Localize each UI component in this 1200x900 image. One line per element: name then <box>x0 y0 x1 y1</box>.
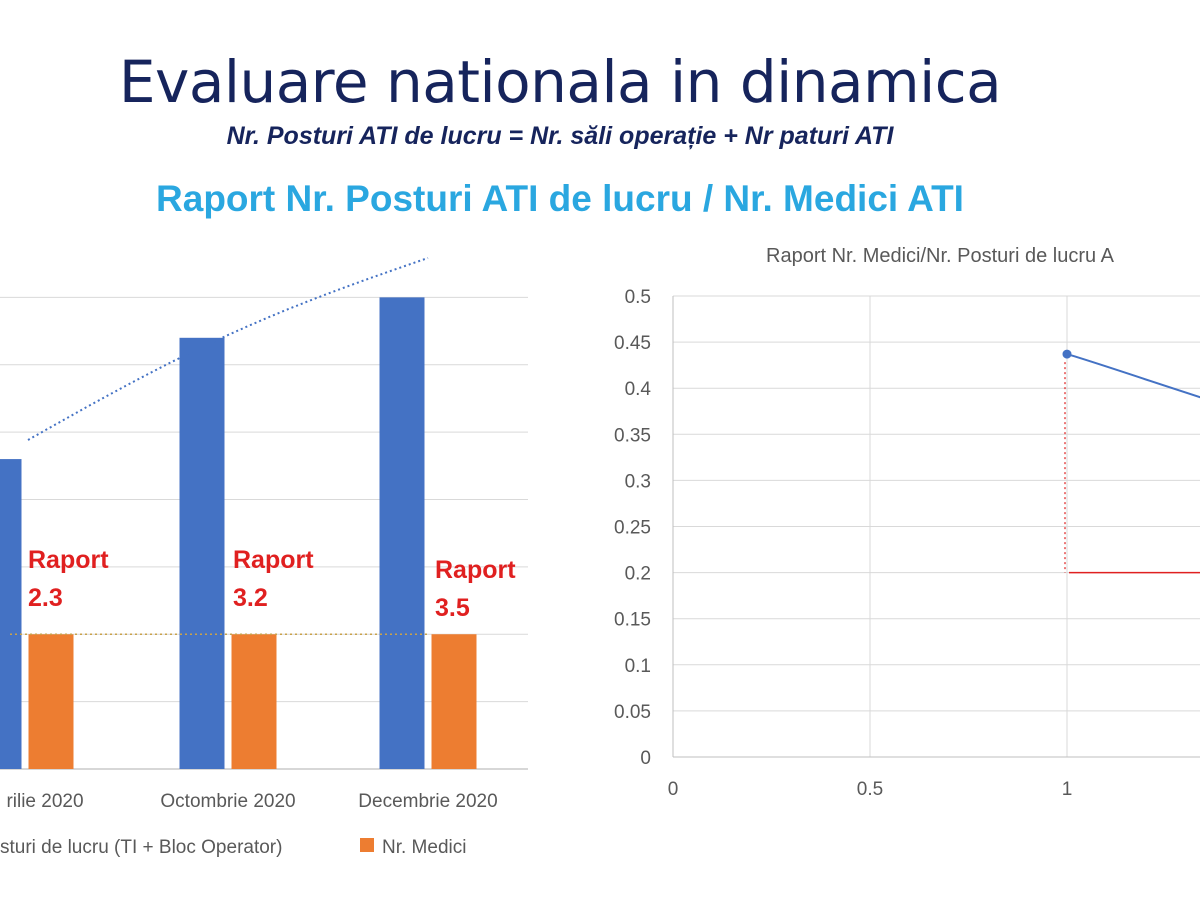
y-tick-label: 0.25 <box>614 518 651 539</box>
data-point <box>1062 349 1072 359</box>
y-tick-label: 0.3 <box>625 471 651 492</box>
slide-heading: Raport Nr. Posturi ATI de lucru / Nr. Me… <box>156 178 964 219</box>
legend-swatch-medici <box>360 838 374 852</box>
y-tick-label: 0.05 <box>614 702 651 723</box>
series-line <box>1066 353 1200 399</box>
x-tick-label: 1 <box>1062 779 1073 800</box>
chart-title: Raport Nr. Medici/Nr. Posturi de lucru A <box>766 245 1115 267</box>
y-tick-label: 0.35 <box>614 425 651 446</box>
slide-title: Evaluare nationala in dinamica <box>118 48 1002 116</box>
x-tick-label: 0 <box>668 779 679 800</box>
legend-label-medici: Nr. Medici <box>382 837 466 858</box>
bar-posturi <box>179 337 225 769</box>
ratio-value: 3.2 <box>233 584 268 612</box>
bar-medici <box>231 634 277 769</box>
x-tick-label: rilie 2020 <box>6 791 83 812</box>
y-tick-label: 0.2 <box>625 564 651 585</box>
bar-posturi <box>0 459 22 769</box>
ratio-label: Raport <box>28 546 109 574</box>
ratio-value: 2.3 <box>28 584 63 612</box>
ratio-label: Raport <box>233 546 314 574</box>
y-tick-label: 0.45 <box>614 333 651 354</box>
ratio-label: Raport <box>435 556 516 584</box>
slide-subtitle: Nr. Posturi ATI de lucru = Nr. săli oper… <box>226 122 894 150</box>
trendline <box>27 257 429 441</box>
bar-chart: rilie 2020 Octombrie 2020 Decembrie 2020 Ra… <box>0 257 528 858</box>
ratio-value: 3.5 <box>435 594 470 622</box>
y-tick-label: 0.15 <box>614 610 651 631</box>
y-tick-label: 0.1 <box>625 656 651 677</box>
bar-medici <box>431 634 477 769</box>
legend-label-posturi: sturi de lucru (TI + Bloc Operator) <box>0 837 282 858</box>
y-tick-label: 0 <box>640 748 651 769</box>
bar-posturi <box>379 297 425 769</box>
x-tick-label: Decembrie 2020 <box>358 791 497 812</box>
bar-medici <box>28 634 74 769</box>
y-tick-label: 0.5 <box>625 287 651 308</box>
y-tick-label: 0.4 <box>625 379 652 400</box>
x-tick-label: 0.5 <box>857 779 883 800</box>
x-tick-label: Octombrie 2020 <box>160 791 295 812</box>
